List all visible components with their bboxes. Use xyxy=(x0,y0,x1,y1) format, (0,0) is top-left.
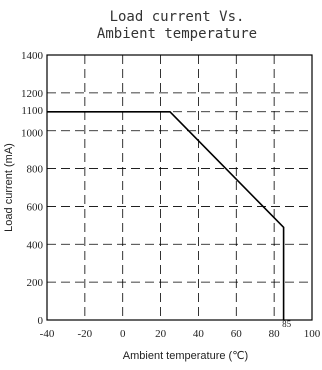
x-tick-label: -20 xyxy=(78,328,93,340)
x-tick-label: 80 xyxy=(269,328,281,340)
y-tick-label: 1000 xyxy=(21,128,44,140)
y-axis-label: Load current (mA) xyxy=(3,143,15,232)
grid-lines xyxy=(47,55,312,320)
y-tick-label: 1100 xyxy=(21,105,43,117)
y-tick-label: 1200 xyxy=(21,88,44,100)
derating-curve xyxy=(47,111,285,320)
x-tick-label: 0 xyxy=(120,328,126,340)
x-tick-label: 60 xyxy=(231,328,243,340)
x-tick-label: -40 xyxy=(40,328,55,340)
x-tick-label: 40 xyxy=(193,328,205,340)
y-tick-label: 400 xyxy=(27,239,44,251)
y-tick-labels: 0 200 400 600 800 1000 1100 1200 1400 xyxy=(21,50,44,327)
x-tick-label: 20 xyxy=(155,328,167,340)
plot-frame xyxy=(46,54,313,321)
y-tick-label: 600 xyxy=(27,201,44,213)
x-tick-label: 100 xyxy=(304,328,321,340)
series-lines xyxy=(47,111,285,320)
x-tick-labels: -40 -20 0 20 40 60 80 100 xyxy=(40,328,321,340)
y-tick-label: 200 xyxy=(27,277,44,289)
chart-title-line: Load current Vs. xyxy=(110,9,245,25)
annotation-label: 85 xyxy=(282,319,292,329)
x-axis-label: Ambient temperature (℃) xyxy=(123,350,248,362)
chart-title: Load current Vs.Ambient temperature xyxy=(97,9,257,42)
chart-title-line: Ambient temperature xyxy=(97,26,257,42)
y-tick-label: 0 xyxy=(38,315,44,327)
annotations: 85 xyxy=(282,319,292,329)
y-tick-label: 800 xyxy=(27,164,44,176)
y-tick-label: 1400 xyxy=(21,50,44,62)
